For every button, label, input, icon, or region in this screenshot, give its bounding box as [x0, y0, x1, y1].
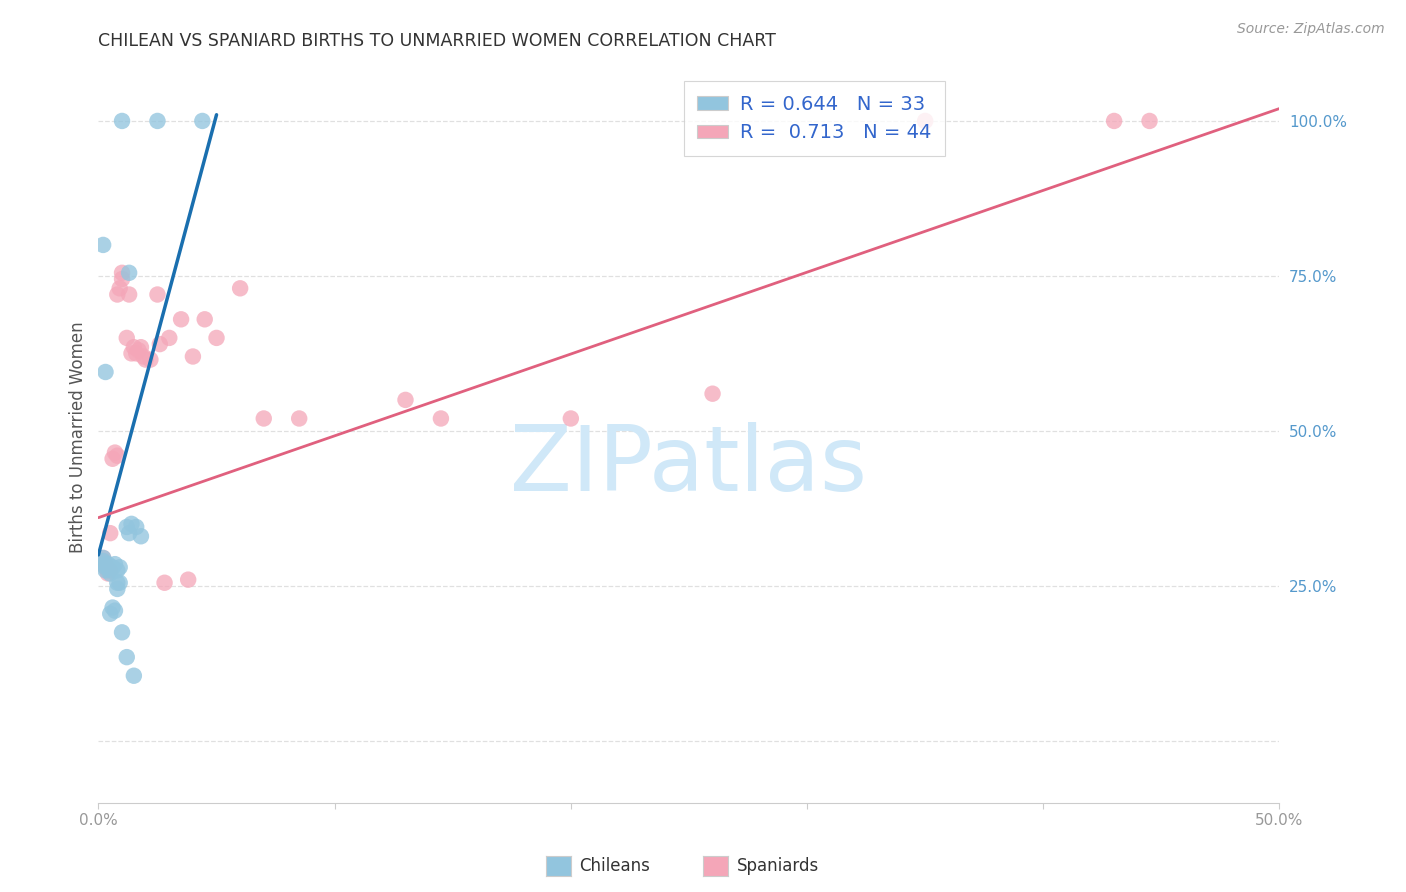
Point — [108, 575, 131, 590]
Point — [153, 575, 176, 590]
Point — [105, 582, 128, 596]
Point — [115, 650, 138, 665]
Point — [125, 346, 148, 360]
Point — [111, 272, 134, 286]
Point — [122, 340, 145, 354]
Point — [146, 287, 169, 301]
Point — [97, 566, 120, 581]
Point — [118, 266, 141, 280]
Point — [98, 526, 121, 541]
Point — [104, 557, 127, 571]
Point — [91, 554, 114, 568]
Text: ZIPatlas: ZIPatlas — [510, 422, 868, 510]
Point — [115, 520, 138, 534]
Point — [98, 566, 121, 581]
Point — [105, 563, 128, 577]
Point — [101, 560, 124, 574]
Point — [97, 563, 120, 577]
Point — [129, 529, 152, 543]
Point — [105, 287, 128, 301]
Y-axis label: Births to Unmarried Women: Births to Unmarried Women — [69, 321, 87, 553]
Point — [1102, 114, 1125, 128]
Point — [118, 287, 141, 301]
Point — [146, 114, 169, 128]
Text: Spaniards: Spaniards — [737, 857, 818, 875]
Point — [94, 557, 117, 571]
Point — [91, 551, 114, 566]
Point — [121, 516, 143, 531]
Point — [98, 563, 121, 577]
Point — [125, 520, 148, 534]
Point — [560, 411, 582, 425]
Point — [105, 449, 128, 463]
Point — [94, 560, 117, 574]
Text: CHILEAN VS SPANIARD BIRTHS TO UNMARRIED WOMEN CORRELATION CHART: CHILEAN VS SPANIARD BIRTHS TO UNMARRIED … — [98, 32, 776, 50]
Point — [139, 352, 162, 367]
Point — [111, 266, 134, 280]
Point — [122, 669, 145, 683]
Point — [191, 114, 214, 128]
Point — [98, 563, 121, 577]
Point — [97, 557, 120, 571]
Point — [101, 600, 124, 615]
Point — [115, 331, 138, 345]
Point — [98, 607, 121, 621]
Text: Chileans: Chileans — [579, 857, 650, 875]
Point — [104, 445, 127, 459]
Point — [914, 114, 936, 128]
Point — [105, 575, 128, 590]
Point — [121, 346, 143, 360]
Point — [194, 312, 217, 326]
Point — [170, 312, 193, 326]
Point — [132, 350, 155, 364]
Point — [128, 343, 150, 358]
Point — [91, 238, 114, 252]
Point — [94, 365, 117, 379]
Point — [94, 560, 117, 574]
Point — [253, 411, 276, 425]
Point — [129, 340, 152, 354]
Point — [104, 604, 127, 618]
Point — [91, 554, 114, 568]
Point — [94, 557, 117, 571]
Point — [205, 331, 228, 345]
Point — [394, 392, 416, 407]
Point — [91, 551, 114, 566]
Point — [177, 573, 200, 587]
Point — [108, 560, 131, 574]
Point — [702, 386, 724, 401]
Point — [1139, 114, 1161, 128]
Point — [97, 560, 120, 574]
Point — [181, 350, 204, 364]
Text: Source: ZipAtlas.com: Source: ZipAtlas.com — [1237, 22, 1385, 37]
Point — [229, 281, 252, 295]
Point — [101, 451, 124, 466]
Point — [157, 331, 180, 345]
Point — [118, 526, 141, 541]
Point — [135, 352, 157, 367]
Point — [288, 411, 311, 425]
Legend: R = 0.644   N = 33, R =  0.713   N = 44: R = 0.644 N = 33, R = 0.713 N = 44 — [683, 81, 945, 156]
Point — [111, 114, 134, 128]
Point — [111, 625, 134, 640]
Point — [108, 281, 131, 295]
Point — [430, 411, 453, 425]
Point — [149, 337, 172, 351]
Point — [94, 563, 117, 577]
